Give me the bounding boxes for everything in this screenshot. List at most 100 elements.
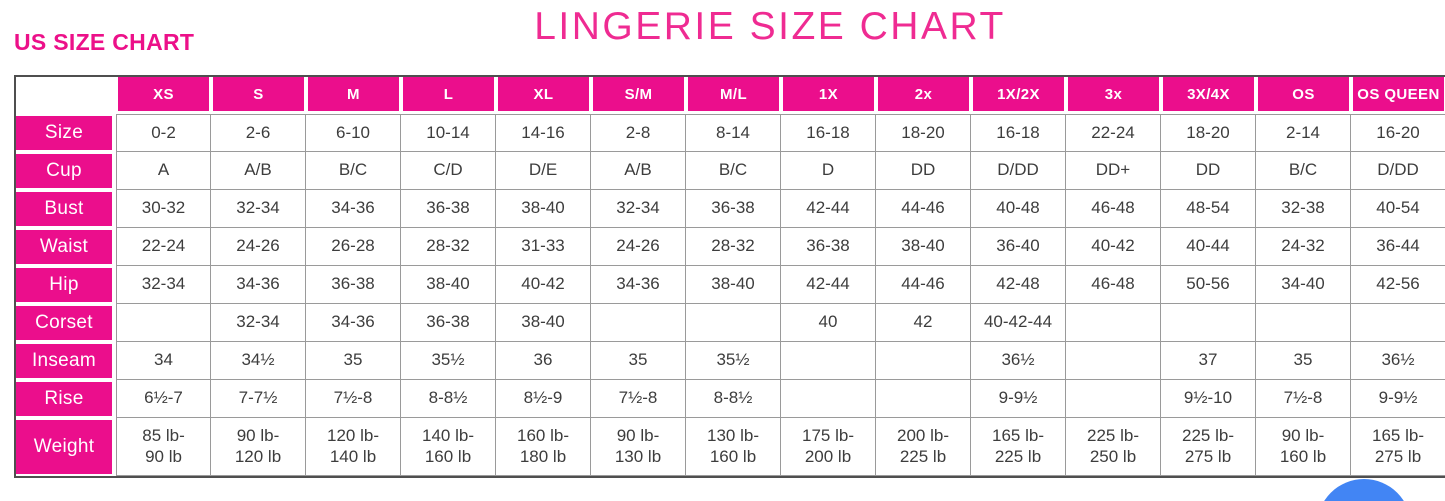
table-cell: 42 — [876, 304, 971, 342]
table-cell: 36 — [496, 342, 591, 380]
table-cell: 35½ — [401, 342, 496, 380]
table-cell: 7-7½ — [211, 380, 306, 418]
table-cell: 40-54 — [1351, 190, 1445, 228]
chat-widget-button[interactable] — [1317, 479, 1411, 501]
table-cell — [876, 342, 971, 380]
table-cell: 36-38 — [686, 190, 781, 228]
table-cell: 50-56 — [1161, 266, 1256, 304]
page-title: LINGERIE SIZE CHART — [534, 5, 1006, 48]
table-cell: 40-42 — [496, 266, 591, 304]
table-cell: 22-24 — [116, 228, 211, 266]
table-cell: 42-48 — [971, 266, 1066, 304]
table-cell: 6-10 — [306, 114, 401, 152]
table-cell: 32-38 — [1256, 190, 1351, 228]
table-cell — [1066, 304, 1161, 342]
row-label: Inseam — [16, 344, 112, 378]
column-header: OS QUEEN — [1353, 77, 1444, 111]
table-cell: 35½ — [686, 342, 781, 380]
table-cell: 225 lb- 250 lb — [1066, 418, 1161, 476]
column-header: XL — [498, 77, 589, 111]
table-cell: 34½ — [211, 342, 306, 380]
table-cell: 35 — [306, 342, 401, 380]
table-cell: B/C — [686, 152, 781, 190]
column-header: S — [213, 77, 304, 111]
table-cell: 34 — [116, 342, 211, 380]
table-cell: 140 lb- 160 lb — [401, 418, 496, 476]
table-cell — [1161, 304, 1256, 342]
table-cell: 40-42-44 — [971, 304, 1066, 342]
table-cell: A/B — [211, 152, 306, 190]
table-cell: 46-48 — [1066, 190, 1161, 228]
row-label: Hip — [16, 268, 112, 302]
column-header: S/M — [593, 77, 684, 111]
table-cell: D/DD — [971, 152, 1066, 190]
table-cell: 46-48 — [1066, 266, 1161, 304]
table-cell: 10-14 — [401, 114, 496, 152]
table-cell: 24-32 — [1256, 228, 1351, 266]
table-cell: 38-40 — [876, 228, 971, 266]
table-cell: 18-20 — [1161, 114, 1256, 152]
table-cell: 36-44 — [1351, 228, 1445, 266]
table-cell: 2-8 — [591, 114, 686, 152]
table-cell: 34-40 — [1256, 266, 1351, 304]
table-cell: 32-34 — [116, 266, 211, 304]
table-cell: B/C — [306, 152, 401, 190]
table-cell: 6½-7 — [116, 380, 211, 418]
table-cell: 9-9½ — [1351, 380, 1445, 418]
table-cell: 8½-9 — [496, 380, 591, 418]
table-cell: 40 — [781, 304, 876, 342]
table-cell: 165 lb- 225 lb — [971, 418, 1066, 476]
table-cell: 0-2 — [116, 114, 211, 152]
table-cell: DD+ — [1066, 152, 1161, 190]
table-cell: 90 lb- 120 lb — [211, 418, 306, 476]
table-cell: 34-36 — [306, 190, 401, 228]
us-size-chart-label: US SIZE CHART — [14, 29, 195, 55]
table-cell: 32-34 — [591, 190, 686, 228]
table-cell: 18-20 — [876, 114, 971, 152]
table-cell: 37 — [1161, 342, 1256, 380]
table-cell: 28-32 — [401, 228, 496, 266]
table-cell: 36-38 — [781, 228, 876, 266]
table-cell: A — [116, 152, 211, 190]
row-label: Cup — [16, 154, 112, 188]
column-header: 3x — [1068, 77, 1159, 111]
table-cell: 32-34 — [211, 190, 306, 228]
table-cell: 34-36 — [211, 266, 306, 304]
row-label: Rise — [16, 382, 112, 416]
row-label: Weight — [16, 420, 112, 474]
table-cell: 42-44 — [781, 190, 876, 228]
table-cell: 35 — [591, 342, 686, 380]
table-cell: 48-54 — [1161, 190, 1256, 228]
table-cell: 200 lb- 225 lb — [876, 418, 971, 476]
table-cell: 42-44 — [781, 266, 876, 304]
table-cell: 31-33 — [496, 228, 591, 266]
table-cell: 85 lb- 90 lb — [116, 418, 211, 476]
column-header: 2x — [878, 77, 969, 111]
column-header: 1X — [783, 77, 874, 111]
table-cell: 36½ — [1351, 342, 1445, 380]
table-cell: 36-38 — [401, 190, 496, 228]
table-cell: 8-14 — [686, 114, 781, 152]
table-cell: D — [781, 152, 876, 190]
table-cell: 36-38 — [401, 304, 496, 342]
table-cell: 35 — [1256, 342, 1351, 380]
table-cell: 40-42 — [1066, 228, 1161, 266]
table-cell: 14-16 — [496, 114, 591, 152]
table-cell: 130 lb- 160 lb — [686, 418, 781, 476]
table-cell: 22-24 — [1066, 114, 1161, 152]
table-cell: 36-38 — [306, 266, 401, 304]
table-cell: B/C — [1256, 152, 1351, 190]
table-cell: 44-46 — [876, 266, 971, 304]
table-cell: 32-34 — [211, 304, 306, 342]
column-header: M — [308, 77, 399, 111]
column-header: XS — [118, 77, 209, 111]
table-cell: DD — [876, 152, 971, 190]
column-header: 3X/4X — [1163, 77, 1254, 111]
table-cell: 26-28 — [306, 228, 401, 266]
table-cell: 7½-8 — [591, 380, 686, 418]
table-cell: 120 lb- 140 lb — [306, 418, 401, 476]
table-cell — [1066, 380, 1161, 418]
table-cell: 90 lb- 130 lb — [591, 418, 686, 476]
table-cell: 24-26 — [211, 228, 306, 266]
